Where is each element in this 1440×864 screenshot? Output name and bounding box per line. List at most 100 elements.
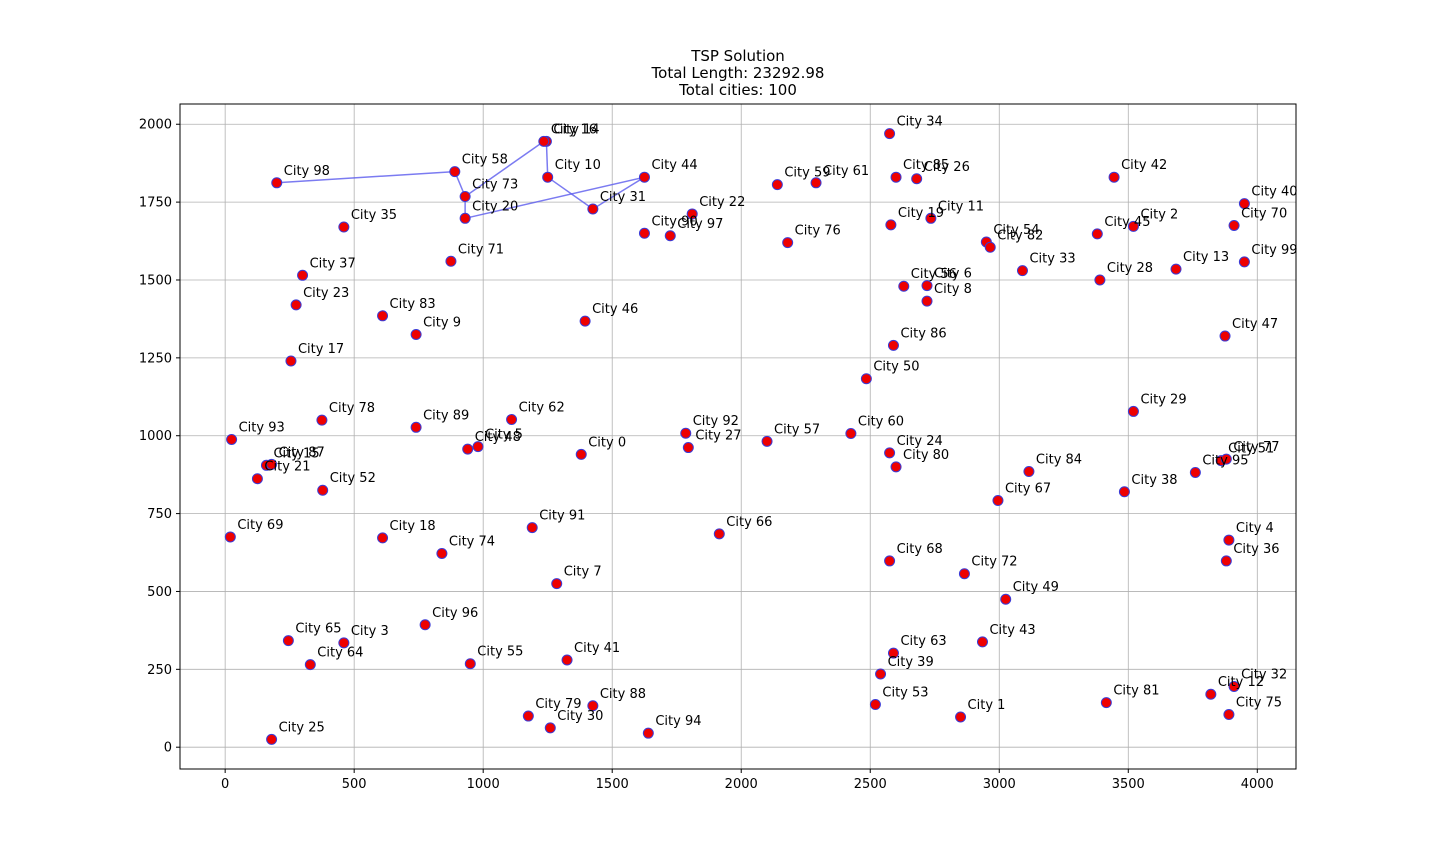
city-label: City 28 [1107, 261, 1153, 276]
city-point [884, 555, 896, 567]
city-points [224, 128, 1250, 745]
city-label: City 44 [651, 158, 697, 173]
city-point [887, 647, 899, 659]
city-point [551, 578, 563, 590]
x-tick-label: 1500 [596, 777, 629, 792]
city-point [522, 710, 534, 722]
y-tick-label: 1500 [139, 273, 172, 288]
city-label: City 17 [298, 342, 344, 357]
city-point [890, 171, 902, 183]
x-tick-label: 3000 [983, 777, 1016, 792]
city-label: City 66 [726, 515, 772, 530]
city-label: City 25 [279, 720, 325, 735]
city-label: City 29 [1140, 392, 1186, 407]
city-label: City 59 [784, 166, 830, 181]
city-point [958, 568, 970, 580]
route-segment [547, 176, 594, 210]
city-point [459, 191, 471, 203]
city-label: City 20 [472, 199, 518, 214]
city-label: City 87 [279, 445, 325, 460]
city-label: City 68 [897, 542, 943, 557]
city-point [992, 495, 1004, 507]
city-label: City 31 [600, 190, 646, 205]
city-point [1091, 228, 1103, 240]
city-label: City 47 [1232, 317, 1278, 332]
city-point [1127, 405, 1139, 417]
city-label: City 41 [574, 641, 620, 656]
city-point [955, 711, 967, 723]
route-lines [276, 140, 645, 220]
chart-title-line-2: Total Length: 23292.98 [651, 64, 825, 82]
city-label: City 43 [989, 623, 1035, 638]
city-label: City 2 [1140, 207, 1178, 222]
city-point [1170, 263, 1182, 275]
city-label: City 26 [924, 160, 970, 175]
x-tick-label: 2500 [854, 777, 887, 792]
city-point [538, 135, 550, 147]
city-point [579, 315, 591, 327]
city-point [1127, 220, 1139, 232]
grid-lines [180, 104, 1296, 769]
city-point [1238, 256, 1250, 268]
city-point [810, 177, 822, 189]
city-label: City 58 [462, 153, 508, 168]
city-point [449, 166, 461, 178]
city-point [338, 221, 350, 233]
city-label: City 80 [903, 448, 949, 463]
city-label: City 22 [699, 195, 745, 210]
city-point [226, 433, 238, 445]
city-label: City 82 [997, 228, 1043, 243]
city-point [464, 658, 476, 670]
city-label: City 73 [472, 178, 518, 193]
city-point [526, 522, 538, 534]
y-tick-label: 250 [147, 663, 172, 678]
city-label: City 35 [351, 208, 397, 223]
city-label: City 45 [1104, 215, 1150, 230]
city-label: City 16 [551, 122, 597, 137]
city-label: City 52 [330, 471, 376, 486]
city-point [290, 299, 302, 311]
city-point [1205, 688, 1217, 700]
plot-frame [179, 103, 1297, 770]
city-label: City 98 [284, 164, 330, 179]
city-point [506, 414, 518, 426]
city-label: City 34 [897, 115, 943, 130]
x-tick-label: 1000 [467, 777, 500, 792]
city-label: City 63 [900, 634, 946, 649]
city-point [771, 179, 783, 191]
city-point [1223, 708, 1235, 720]
city-point [1023, 466, 1035, 478]
city-label: City 1 [968, 698, 1006, 713]
city-point [285, 355, 297, 367]
city-label: City 62 [519, 401, 565, 416]
city-point [875, 668, 887, 680]
city-label: City 70 [1241, 206, 1287, 221]
y-tick-label: 1750 [139, 196, 172, 211]
city-label: City 38 [1131, 473, 1177, 488]
city-point [890, 461, 902, 473]
city-point [377, 310, 389, 322]
city-label: City 30 [557, 709, 603, 724]
city-label: City 23 [303, 286, 349, 301]
city-point [638, 171, 650, 183]
city-label: City 11 [938, 199, 984, 214]
city-point [436, 547, 448, 559]
city-point [266, 733, 278, 745]
city-point [1219, 330, 1231, 342]
city-label: City 46 [592, 302, 638, 317]
city-point [304, 659, 316, 671]
city-label: City 18 [390, 519, 436, 534]
city-point [1223, 534, 1235, 546]
y-tick-label: 2000 [139, 118, 172, 133]
city-point [845, 428, 857, 440]
city-point [1000, 593, 1012, 605]
city-label: City 21 [264, 460, 310, 475]
city-label: City 7 [564, 565, 602, 580]
city-point [887, 339, 899, 351]
city-label: City 60 [858, 415, 904, 430]
city-label: City 13 [1183, 250, 1229, 265]
x-axis-ticks: 0 500 1000 1500 2000 2500 3000 3500 4000 [221, 769, 1274, 792]
city-label: City 69 [237, 518, 283, 533]
